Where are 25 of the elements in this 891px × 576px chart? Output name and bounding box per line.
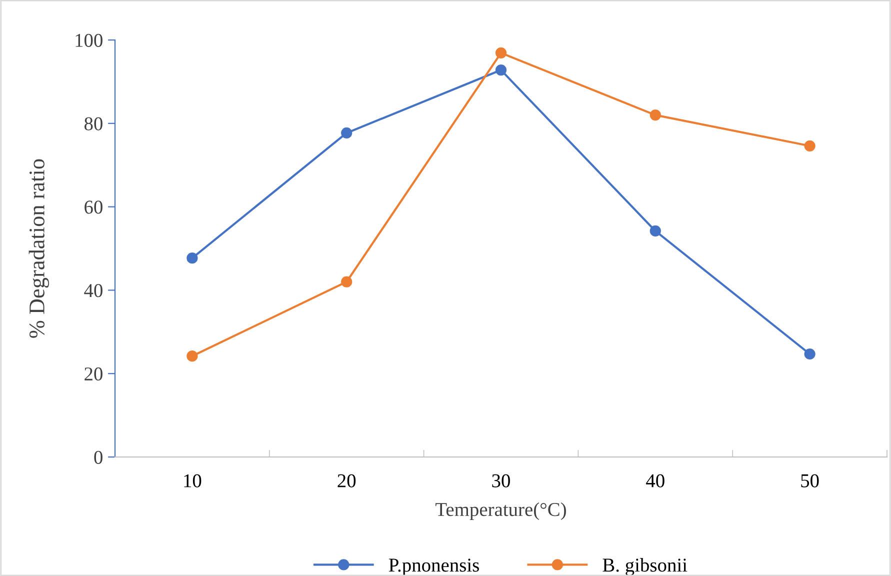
point: [341, 127, 352, 139]
point: [650, 110, 661, 121]
x-tick-label: 30: [492, 474, 510, 488]
y-tick-label: 20: [84, 367, 102, 381]
point: [186, 350, 198, 362]
x-axis-title: Temperature(°C): [436, 502, 566, 520]
legend-label: B. gibsonii: [602, 558, 688, 576]
point: [186, 252, 198, 264]
y-tick-label: 60: [84, 200, 102, 214]
point: [495, 47, 507, 58]
point: [341, 276, 352, 288]
y-tick-label: 0: [94, 450, 102, 464]
y-axis-title: % Degradation ratio: [28, 159, 50, 338]
y-tick-label: 100: [76, 34, 102, 47]
point: [804, 140, 816, 152]
y-tick-label: 40: [84, 284, 102, 298]
x-tick-label: 50: [801, 474, 819, 488]
point: [495, 64, 507, 76]
x-tick-label: 10: [184, 474, 202, 488]
x-tick-label: 20: [338, 474, 356, 488]
point: [804, 348, 816, 360]
legend-label: P.pnonensis: [388, 558, 479, 576]
x-tick-label: 40: [646, 474, 664, 488]
point: [650, 225, 661, 237]
y-tick-label: 80: [84, 117, 102, 130]
